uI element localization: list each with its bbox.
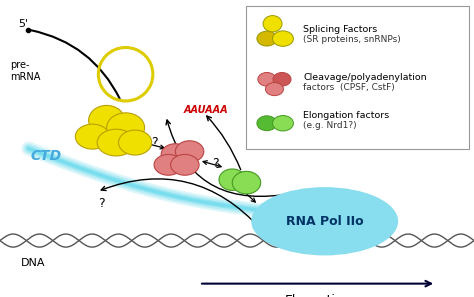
Ellipse shape: [171, 154, 199, 175]
Text: 5': 5': [18, 19, 28, 29]
Text: DNA: DNA: [21, 258, 46, 268]
Ellipse shape: [257, 116, 277, 131]
Text: Splicing Factors: Splicing Factors: [303, 25, 378, 34]
Text: factors  (CPSF, CstF): factors (CPSF, CstF): [303, 83, 395, 91]
Ellipse shape: [232, 171, 261, 194]
Ellipse shape: [258, 72, 276, 86]
Text: Elongation factors: Elongation factors: [303, 111, 390, 120]
Ellipse shape: [257, 31, 277, 46]
Ellipse shape: [175, 141, 204, 162]
Ellipse shape: [97, 129, 135, 156]
Ellipse shape: [154, 154, 182, 175]
Text: Elongation: Elongation: [284, 294, 351, 297]
Text: (SR proteins, snRNPs): (SR proteins, snRNPs): [303, 35, 401, 44]
Ellipse shape: [161, 144, 190, 165]
Ellipse shape: [107, 113, 145, 143]
FancyBboxPatch shape: [246, 6, 469, 148]
Ellipse shape: [273, 31, 293, 46]
Text: pre-
mRNA: pre- mRNA: [10, 61, 41, 82]
Ellipse shape: [251, 187, 398, 255]
Ellipse shape: [219, 169, 246, 190]
Text: CTD: CTD: [31, 149, 62, 163]
Text: RNA Pol IIo: RNA Pol IIo: [286, 215, 364, 228]
Text: ?: ?: [99, 197, 105, 210]
Text: Cleavage/polyadenylation: Cleavage/polyadenylation: [303, 73, 427, 82]
Text: ?: ?: [151, 136, 157, 149]
Ellipse shape: [75, 124, 109, 149]
Ellipse shape: [273, 116, 293, 131]
Text: AAUAAA: AAUAAA: [184, 105, 228, 115]
Ellipse shape: [89, 105, 125, 135]
Text: ?: ?: [212, 157, 219, 170]
Text: (e.g. Nrd1?): (e.g. Nrd1?): [303, 121, 357, 130]
Ellipse shape: [265, 83, 283, 96]
Ellipse shape: [263, 16, 282, 32]
Ellipse shape: [118, 130, 152, 155]
Ellipse shape: [273, 72, 291, 86]
